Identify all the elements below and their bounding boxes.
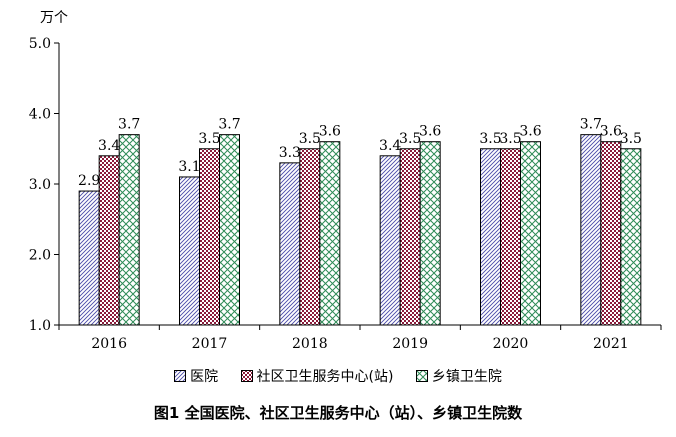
y-tick-label: 1.0 (29, 318, 51, 334)
bar (580, 134, 602, 326)
bar-value-label: 3.1 (178, 159, 200, 175)
bar (219, 134, 240, 326)
y-axis-unit-label: 万个 (40, 10, 68, 26)
bar-value-label: 3.5 (499, 131, 521, 147)
bar-value-label: 3.7 (580, 117, 602, 133)
legend-item-community-center: 社区卫生服务中心(站) (240, 366, 394, 386)
legend-item-township-hospital: 乡镇卫生院 (415, 366, 502, 386)
bar-value-label: 3.7 (218, 117, 240, 133)
bar (379, 155, 401, 326)
y-tick-label: 5.0 (29, 36, 51, 52)
bar (98, 155, 120, 326)
bar (480, 148, 501, 326)
bar-value-label: 3.6 (600, 124, 622, 140)
legend-swatch-township-hospital (415, 370, 428, 382)
x-tick-label: 2020 (493, 336, 529, 352)
bar-value-label: 2.9 (78, 173, 100, 189)
bar-value-label: 3.5 (198, 131, 220, 147)
bar (399, 148, 421, 326)
bar-value-label: 3.5 (299, 131, 321, 147)
bar-value-label: 3.7 (118, 117, 140, 133)
bar-value-label: 3.6 (319, 124, 341, 140)
x-tick-label: 2019 (392, 336, 428, 352)
x-tick-label: 2016 (91, 336, 127, 352)
bar (179, 176, 200, 326)
bar-value-label: 3.6 (519, 124, 541, 140)
x-tick-label: 2021 (593, 336, 629, 352)
bar (520, 141, 541, 326)
chart-title: 图1 全国医院、社区卫生服务中心（站）、乡镇卫生院数 (153, 404, 523, 422)
legend-swatch-hospital (174, 370, 187, 382)
x-tick-label: 2017 (192, 336, 228, 352)
legend-label-community-center: 社区卫生服务中心(站) (256, 369, 394, 385)
bar (199, 148, 220, 326)
bar-value-label: 3.6 (419, 124, 441, 140)
bar-value-label: 3.5 (479, 131, 501, 147)
bar-value-label: 3.5 (620, 131, 642, 147)
bar-value-label: 3.4 (98, 138, 120, 154)
bar (118, 134, 140, 326)
bar (319, 141, 341, 326)
y-tick-label: 4.0 (29, 107, 51, 123)
legend-label-hospital: 医院 (190, 369, 219, 385)
bar-value-label: 3.4 (379, 138, 401, 154)
bar (419, 141, 441, 326)
bar (500, 148, 521, 326)
bar (620, 148, 642, 326)
y-tick-label: 3.0 (29, 177, 51, 193)
legend-swatch-community-center (240, 370, 253, 382)
y-tick-label: 2.0 (29, 248, 51, 264)
legend-item-hospital: 医院 (174, 366, 218, 386)
bar (279, 162, 301, 326)
bar (600, 141, 622, 326)
bar (78, 190, 100, 326)
bar (299, 148, 321, 326)
bar-value-label: 3.5 (399, 131, 421, 147)
legend: 医院 社区卫生服务中心(站) 乡镇卫生院 (0, 366, 676, 386)
x-tick-label: 2018 (292, 336, 328, 352)
bar-value-label: 3.3 (279, 145, 301, 161)
legend-label-township-hospital: 乡镇卫生院 (431, 369, 502, 385)
